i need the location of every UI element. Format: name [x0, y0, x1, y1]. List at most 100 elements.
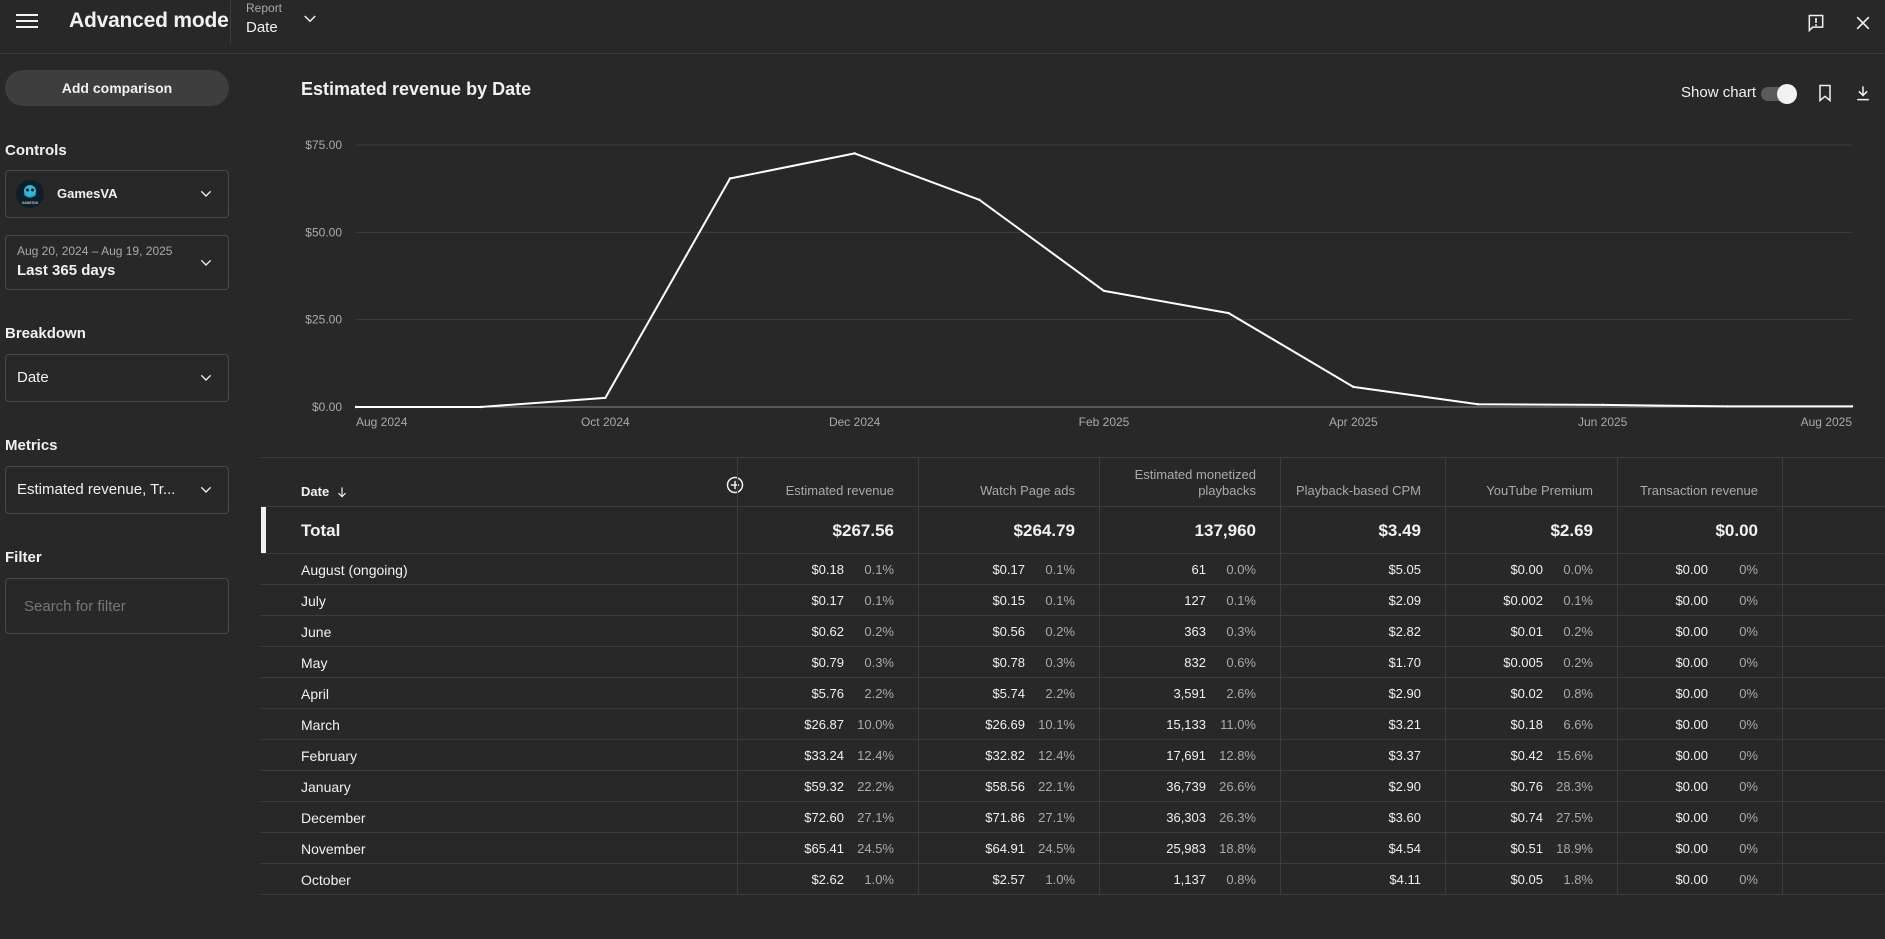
column-divider	[1099, 616, 1100, 646]
show-chart-toggle[interactable]	[1761, 84, 1797, 104]
add-comparison-button[interactable]: Add comparison	[5, 70, 229, 106]
column-divider	[1617, 507, 1618, 553]
bookmark-icon[interactable]	[1815, 83, 1835, 103]
cell-value: 3,591	[1173, 686, 1206, 701]
column-header[interactable]: Transaction revenue	[1639, 483, 1758, 498]
column-divider	[1445, 802, 1446, 832]
column-divider	[737, 554, 738, 584]
cell-value: $0.18	[1510, 717, 1543, 732]
column-divider	[918, 647, 919, 677]
data-point	[479, 405, 482, 409]
column-divider	[1617, 709, 1618, 739]
cell-value: $0.51	[1510, 841, 1543, 856]
data-point	[1227, 311, 1230, 315]
column-divider	[1617, 833, 1618, 863]
channel-logo-icon: GAMESVA	[16, 180, 44, 208]
percent-value: 15.6%	[1556, 748, 1593, 763]
column-divider	[918, 585, 919, 615]
column-header[interactable]: Watch Page ads	[980, 483, 1075, 498]
x-tick-label: Aug 2024	[356, 415, 408, 429]
date-column-header[interactable]: Date	[301, 484, 330, 499]
cell-value: 832	[1184, 655, 1206, 670]
show-chart-label: Show chart	[1681, 84, 1757, 101]
column-header[interactable]: Estimated revenue	[785, 483, 894, 498]
total-indicator-bar	[261, 507, 266, 553]
table-row[interactable]: May 0.3% $0.79 0.3% $0.78 0.6% 832 $1.70 0.2% $0.…	[261, 647, 1885, 678]
cell-value: $0.00	[1675, 686, 1708, 701]
channel-selector[interactable]: GAMESVA GamesVA	[5, 170, 229, 218]
table-row[interactable]: November 24.5% $65.41 24.5% $64.91 18.8% 25,98…	[261, 833, 1885, 864]
cell-value: $64.91	[985, 841, 1025, 856]
percent-value: 24.5%	[857, 841, 894, 856]
column-divider	[737, 458, 738, 506]
metrics-selector[interactable]: Estimated revenue, Tr...	[5, 466, 229, 514]
toggle-knob	[1777, 84, 1797, 104]
chevron-down-icon	[200, 259, 212, 266]
data-point	[978, 198, 981, 201]
table-row[interactable]: February 12.4% $33.24 12.4% $32.82 12.8% 17,69…	[261, 740, 1885, 771]
column-divider	[1782, 740, 1783, 770]
percent-value: 26.3%	[1219, 810, 1256, 825]
feedback-icon[interactable]	[1806, 13, 1826, 33]
cell-value: $0.00	[1675, 717, 1708, 732]
cell-value: $0.76	[1510, 779, 1543, 794]
download-icon[interactable]	[1853, 83, 1873, 103]
cell-value: $0.05	[1510, 872, 1543, 887]
breakdown-selector[interactable]: Date	[5, 354, 229, 402]
percent-value: 0%	[1739, 562, 1758, 577]
data-point	[1476, 403, 1480, 406]
column-divider	[1445, 709, 1446, 739]
table-row[interactable]: August (ongoing) 0.1% $0.18 0.1% $0.17 0.0% 61…	[261, 554, 1885, 585]
column-header[interactable]: Playback-based CPM	[1296, 483, 1421, 498]
column-divider	[918, 802, 919, 832]
table-row[interactable]: January 22.2% $59.32 22.1% $58.56 26.6% 36,739…	[261, 771, 1885, 802]
date-range-selector[interactable]: Aug 20, 2024 – Aug 19, 2025 Last 365 day…	[5, 235, 229, 290]
report-value: Date	[246, 19, 278, 36]
total-value: $3.49	[1378, 521, 1421, 540]
column-divider	[918, 458, 919, 506]
percent-value: 27.1%	[857, 810, 894, 825]
column-header[interactable]: Estimated monetized playbacks	[1134, 467, 1256, 498]
percent-value: 0.2%	[1563, 655, 1593, 670]
arrow-down-icon[interactable]	[335, 485, 349, 499]
column-divider	[1280, 458, 1281, 506]
table-row[interactable]: October 1.0% $2.62 1.0% $2.57 0.8% 1,137 $4.11 1…	[261, 864, 1885, 895]
table-row[interactable]: July 0.1% $0.17 0.1% $0.15 0.1% 127 $2.09 0.1% $0…	[261, 585, 1885, 616]
column-divider	[1445, 458, 1446, 506]
percent-value: 22.2%	[857, 779, 894, 794]
data-point	[1726, 405, 1729, 408]
table-row[interactable]: March 10.0% $26.87 10.1% $26.69 11.0% 15,133 $3…	[261, 709, 1885, 740]
close-icon[interactable]	[1853, 13, 1873, 33]
table-row[interactable]: April 2.2% $5.76 2.2% $5.74 2.6% 3,591 $2.90 0.8…	[261, 678, 1885, 709]
column-divider	[918, 771, 919, 801]
breakdown-label: Breakdown	[5, 325, 86, 342]
cell-value: 61	[1191, 562, 1206, 577]
filter-search-input[interactable]	[5, 578, 229, 634]
data-point	[1102, 289, 1106, 293]
menu-icon[interactable]	[16, 11, 38, 33]
cell-value: $3.37	[1388, 748, 1421, 763]
x-tick-label: Aug 2025	[1801, 415, 1853, 429]
percent-value: 6.6%	[1563, 717, 1593, 732]
percent-value: 0.1%	[1045, 562, 1075, 577]
cell-value: $0.00	[1510, 562, 1543, 577]
table-row[interactable]: December 27.1% $72.60 27.1% $71.86 26.3% 36,30…	[261, 802, 1885, 833]
column-divider	[1782, 771, 1783, 801]
column-header[interactable]: YouTube Premium	[1486, 483, 1593, 498]
column-divider	[1782, 554, 1783, 584]
cell-value: $5.74	[992, 686, 1025, 701]
column-divider	[1445, 554, 1446, 584]
report-selector[interactable]: Report Date	[246, 1, 282, 36]
cell-value: $0.01	[1510, 624, 1543, 639]
table-row[interactable]: June 0.2% $0.62 0.2% $0.56 0.3% 363 $2.82 0.2% $0…	[261, 616, 1885, 647]
header-divider	[230, 0, 231, 44]
percent-value: 1.0%	[1045, 872, 1075, 887]
chevron-down-icon[interactable]	[301, 10, 319, 28]
add-circle-icon[interactable]	[725, 475, 745, 495]
table-body: August (ongoing) 0.1% $0.18 0.1% $0.17 0.0% 61…	[261, 554, 1885, 895]
column-divider	[1782, 507, 1783, 553]
cell-value: $2.09	[1388, 593, 1421, 608]
breakdown-value: Date	[17, 369, 49, 386]
total-value: 137,960	[1194, 521, 1256, 540]
column-divider	[1099, 647, 1100, 677]
